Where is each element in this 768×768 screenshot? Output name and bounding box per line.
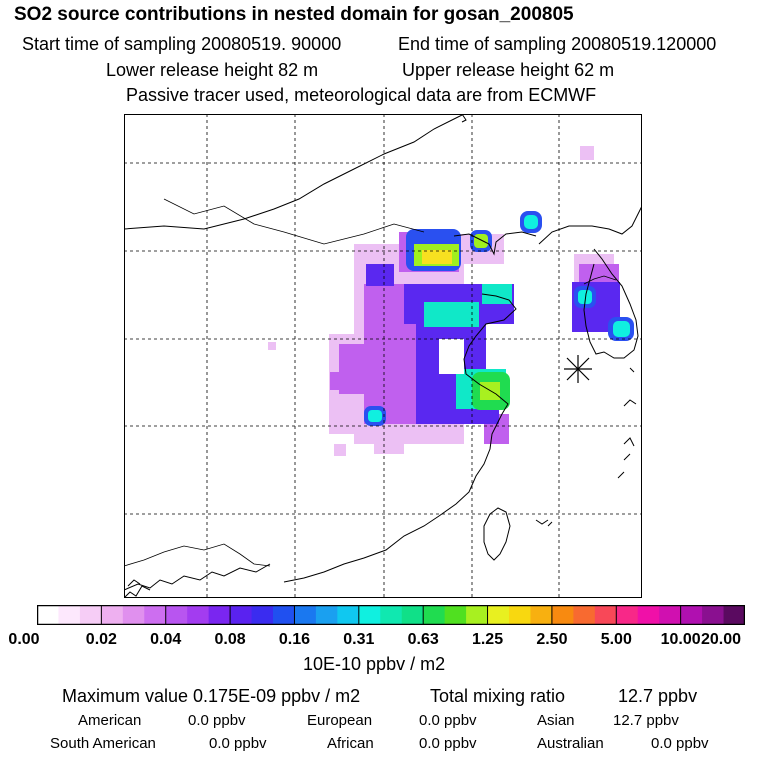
- region-name: Australian: [537, 735, 604, 752]
- country-borders: [124, 198, 617, 567]
- colorbar-tick-label: 1.25: [471, 631, 504, 648]
- colorbar-tick-label: 5.00: [600, 631, 632, 648]
- colorbar-segment: [551, 605, 574, 625]
- colorbar-segment: [37, 605, 60, 625]
- colorbar-tick-label: 20.00: [700, 631, 742, 648]
- colorbar-segment: [315, 605, 338, 625]
- colorbar-segment: [401, 605, 424, 625]
- region-name: American: [78, 712, 142, 729]
- concentration-plume: [268, 146, 634, 456]
- colorbar-segment: [337, 605, 360, 625]
- region-value: 0.0 ppbv: [209, 735, 267, 752]
- colorbar-segment: [187, 605, 210, 625]
- colorbar-segment: [273, 605, 296, 625]
- colorbar-segment: [573, 605, 596, 625]
- colorbar-segment: [702, 605, 725, 625]
- map-panel: [124, 114, 642, 598]
- upper-release-height: Upper release height 62 m: [402, 60, 615, 80]
- lat-lon-grid: [124, 114, 642, 598]
- page-title: SO2 source contributions in nested domai…: [14, 4, 574, 25]
- colorbar-segment: [530, 605, 553, 625]
- colorbar-segment: [358, 605, 381, 625]
- colorbar-segment: [79, 605, 102, 625]
- colorbar-segment: [101, 605, 124, 625]
- colorbar-segment: [144, 605, 167, 625]
- start-time: Start time of sampling 20080519. 90000: [22, 34, 342, 54]
- colorbar-tick-label: 0.08: [214, 631, 246, 648]
- colorbar-segment: [659, 605, 682, 625]
- region-name: South American: [50, 735, 156, 752]
- tracer-note: Passive tracer used, meteorological data…: [126, 85, 597, 105]
- region-value: 12.7 ppbv: [613, 712, 679, 729]
- colorbar-tick-label: 0.31: [343, 631, 375, 648]
- region-value: 0.0 ppbv: [188, 712, 246, 729]
- end-time: End time of sampling 20080519.120000: [398, 34, 717, 54]
- colorbar-segment: [444, 605, 467, 625]
- region-value: 0.0 ppbv: [419, 712, 477, 729]
- colorbar-segment: [423, 605, 446, 625]
- colorbar-tick-label: 10.00: [660, 631, 701, 648]
- colorbar-tick-label: 0.04: [150, 631, 182, 648]
- colorbar-segment: [380, 605, 403, 625]
- colorbar-segment: [165, 605, 188, 625]
- total-mixing-label: Total mixing ratio: [430, 686, 566, 706]
- region-name: European: [307, 712, 373, 729]
- colorbar-tick-label: 0.02: [85, 631, 117, 648]
- colorbar-segment: [680, 605, 703, 625]
- colorbar-segment: [637, 605, 660, 625]
- colorbar-segment: [294, 605, 317, 625]
- colorbar-tick-label: 0.63: [407, 631, 439, 648]
- colorbar-segment: [616, 605, 639, 625]
- colorbar: [37, 605, 745, 625]
- colorbar-segment: [594, 605, 617, 625]
- colorbar-segment: [208, 605, 231, 625]
- colorbar-unit: 10E-10 ppbv / m2: [303, 654, 446, 674]
- colorbar-frame: [37, 605, 745, 625]
- region-name: Asian: [537, 712, 575, 729]
- colorbar-segment: [509, 605, 532, 625]
- receptor-star-icon: [564, 355, 592, 383]
- colorbar-segment: [122, 605, 145, 625]
- colorbar-tick-label: 0.16: [278, 631, 311, 648]
- colorbar-segment: [230, 605, 253, 625]
- coastlines: [124, 114, 642, 598]
- region-value: 0.0 ppbv: [651, 735, 709, 752]
- colorbar-segment: [466, 605, 489, 625]
- colorbar-segment: [487, 605, 510, 625]
- colorbar-segment: [723, 605, 745, 625]
- colorbar-segment: [251, 605, 274, 625]
- region-value: 0.0 ppbv: [419, 735, 477, 752]
- total-mixing-value: 12.7 ppbv: [618, 686, 698, 706]
- colorbar-tick-label: 2.50: [536, 631, 568, 648]
- colorbar-segment: [58, 605, 81, 625]
- max-value: Maximum value 0.175E-09 ppbv / m2: [62, 686, 361, 706]
- region-name: African: [327, 735, 374, 752]
- colorbar-tick-label: 0.00: [8, 631, 40, 648]
- lower-release-height: Lower release height 82 m: [106, 60, 319, 80]
